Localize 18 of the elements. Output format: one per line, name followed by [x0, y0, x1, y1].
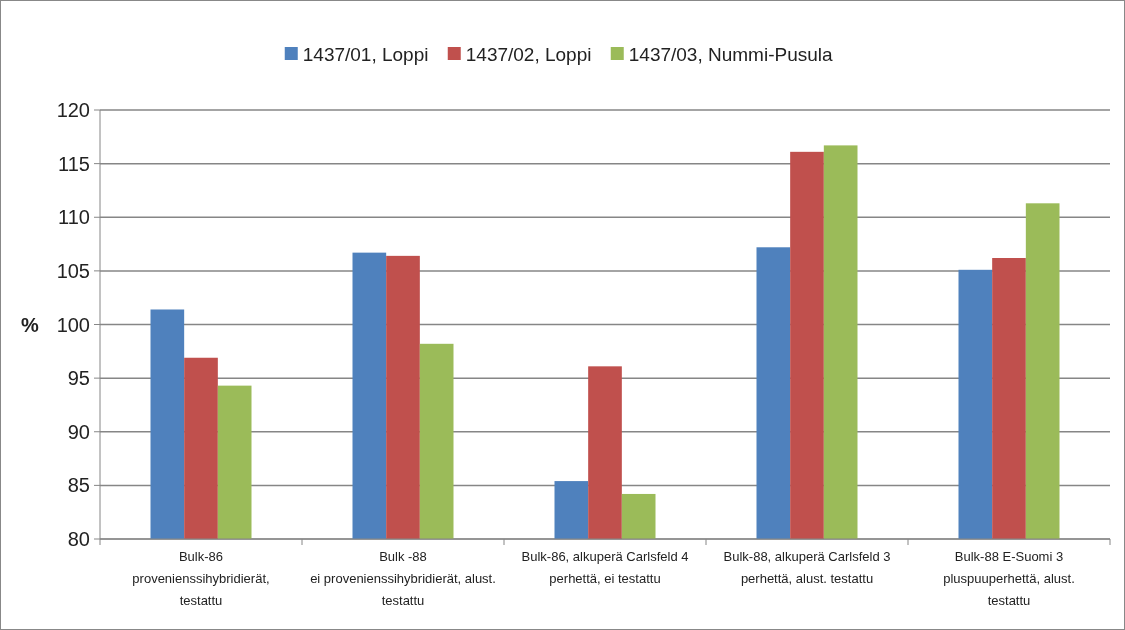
legend-label: 1437/02, Loppi — [465, 43, 592, 65]
legend-label: 1437/03, Nummi-Pusula — [628, 43, 834, 65]
y-tick-label: 80 — [67, 528, 90, 550]
y-tick-label: 115 — [58, 152, 90, 175]
x-tick-label: Bulk-88, alkuperä Carlsfeld 3 perhettä, alust. testattu — [723, 549, 891, 586]
y-tick-label: 120 — [56, 99, 90, 121]
x-tick-label: Bulk-86, alkuperä Carlsfeld 4 perhettä, ei testattu — [521, 549, 689, 586]
y-tick-label: 90 — [67, 420, 90, 443]
legend-label: 1437/01, Loppi — [302, 43, 429, 65]
y-tick-label: 105 — [56, 259, 90, 282]
y-axis-title: % — [21, 313, 40, 336]
x-tick-label: Bulk-86 provenienssihybridierät, testattu — [132, 549, 270, 608]
x-tick-label: Bulk-88 E-Suomi 3 pluspuuperhettä, alust. testattu — [943, 549, 1075, 608]
y-tick-label: 110 — [58, 206, 90, 229]
x-tick-label: Bulk -88 ei provenienssihybridierät, alust. testattu — [310, 549, 496, 608]
y-tick-label: 95 — [67, 367, 90, 390]
y-tick-label: 85 — [67, 474, 90, 497]
y-tick-label: 100 — [56, 313, 90, 336]
